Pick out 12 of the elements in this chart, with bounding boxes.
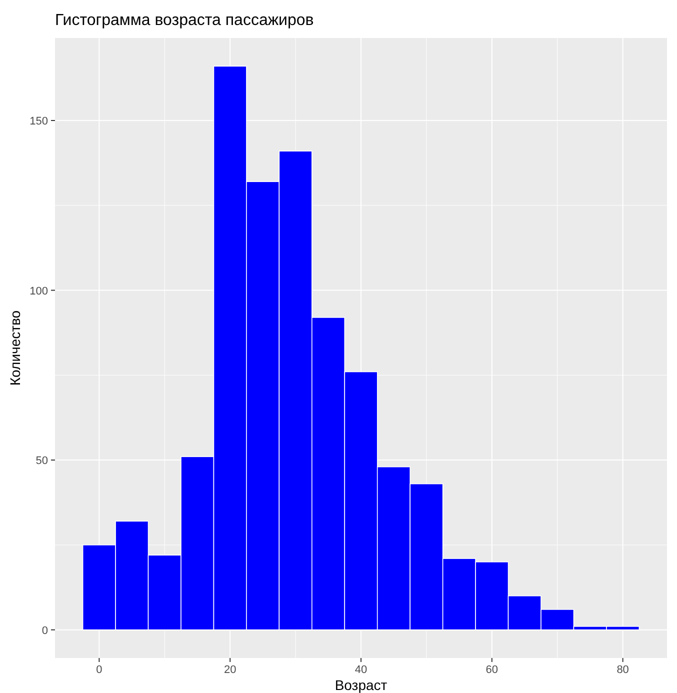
x-tick-label: 40 [354,664,368,676]
y-axis-title: Количество [7,310,23,386]
chart-title: Гистограмма возраста пассажиров [55,12,314,29]
y-tick-label: 50 [36,455,48,468]
x-tick-label: 20 [224,664,236,676]
x-tick-label: 60 [486,664,498,676]
x-tick-label: 0 [96,664,102,676]
y-tick-label: 0 [42,624,48,637]
x-tick-label: 80 [616,664,629,676]
y-tick-label: 150 [30,116,48,128]
y-tick-label: 100 [30,285,48,298]
x-axis-title: Возраст [334,677,388,693]
